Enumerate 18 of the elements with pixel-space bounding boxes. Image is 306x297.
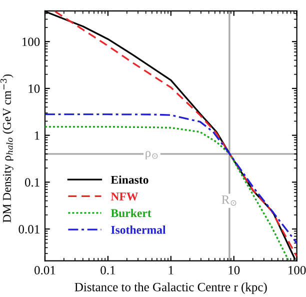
x-tick-label: 100 xyxy=(288,266,306,274)
ref-line-label: ρ$_{⊙}$ xyxy=(146,150,158,160)
y-tick-label: 1 xyxy=(34,131,40,140)
y-tick-label: 100 xyxy=(22,38,40,46)
legend-label: NFW xyxy=(110,192,138,201)
x-tick-label: 0.1 xyxy=(100,266,116,274)
legend-label: Isothermal xyxy=(111,226,166,234)
legend-label: Burkert xyxy=(110,208,152,218)
x-axis-title: Distance to the Galactic Centre r (kpc) xyxy=(74,282,267,294)
x-tick-label: 1 xyxy=(168,266,174,274)
x-tick-label: 0.01 xyxy=(34,266,56,274)
y-tick-label: 10 xyxy=(28,84,40,93)
legend-label: Einasto xyxy=(110,175,148,184)
y-tick-label: 0.01 xyxy=(18,225,40,234)
y-tick-label: 0.1 xyxy=(24,178,40,187)
y-axis-title: DM Density ρ$_{halo}$ (GeV cm$^{−3}$) xyxy=(0,74,14,223)
ref-line-label: R$_{⊙}$ xyxy=(222,196,236,206)
x-tick-label: 10 xyxy=(228,266,240,274)
